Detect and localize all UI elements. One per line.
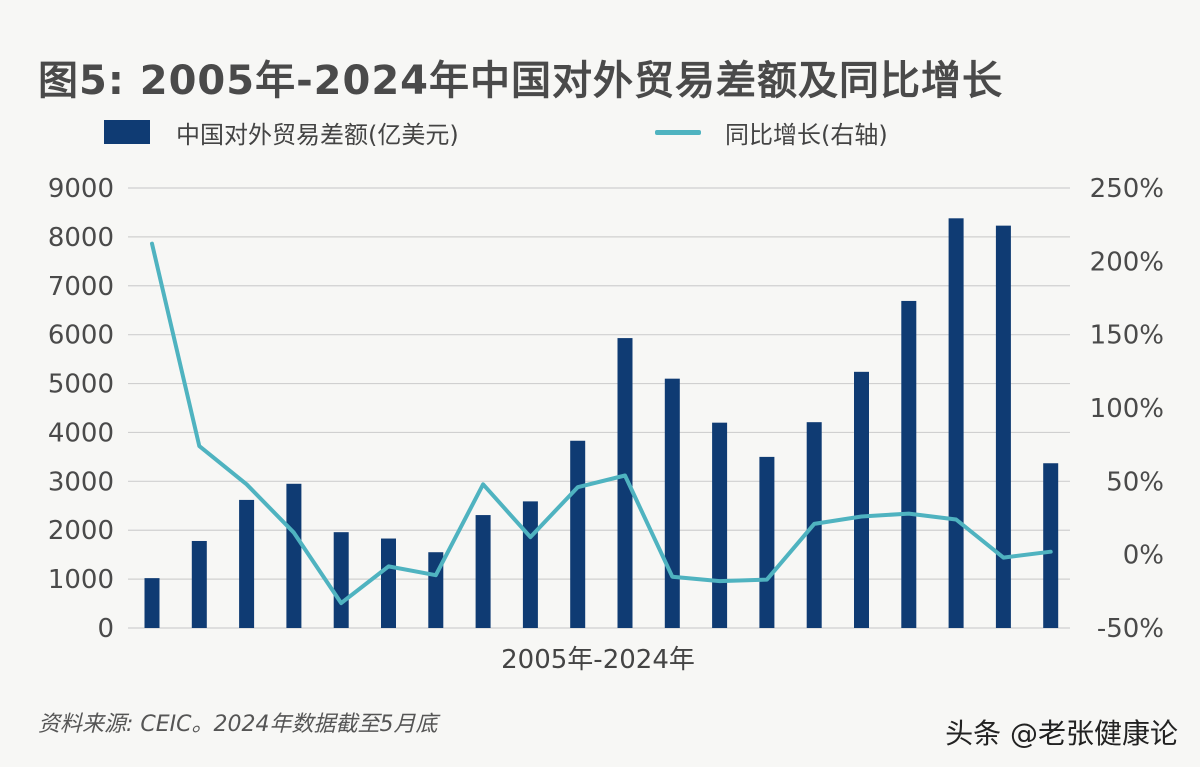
watermark: 头条 @老张健康论 xyxy=(945,717,1178,750)
y-right-tick-label: 100% xyxy=(1090,394,1164,424)
bar-2008 xyxy=(286,483,302,628)
bar-2024 xyxy=(1043,463,1059,628)
bar-2021 xyxy=(901,300,917,628)
y-axis-left-ticks: 0 1000 2000 3000 4000 5000 6000 7000 8000 9000 xyxy=(48,174,114,644)
bar-2005 xyxy=(144,578,160,628)
legend-label-yoy-growth: 同比增长(右轴) xyxy=(725,120,888,149)
y-right-tick-label: 150% xyxy=(1090,321,1164,351)
x-axis-label: 2005年-2024年 xyxy=(501,645,695,675)
bar-2018 xyxy=(759,456,775,628)
y-axis-right-ticks: -50% 0% 50% 100% 150% 200% 250% xyxy=(1090,174,1164,644)
bar-2023 xyxy=(995,225,1011,628)
legend-swatch-line xyxy=(655,129,701,135)
y-right-tick-label: 0% xyxy=(1123,541,1164,571)
bar-2007 xyxy=(239,499,255,628)
y-left-tick-label: 7000 xyxy=(48,272,114,302)
legend-item-trade-balance: 中国对外贸易差额(亿美元) xyxy=(104,116,459,149)
bar-series xyxy=(144,218,1059,629)
y-left-tick-label: 5000 xyxy=(48,370,114,400)
y-left-tick-label: 1000 xyxy=(48,565,114,595)
legend-item-yoy-growth: 同比增长(右轴) xyxy=(655,116,888,149)
bar-2009 xyxy=(333,532,349,628)
bar-2014 xyxy=(570,440,586,628)
y-right-tick-label: 250% xyxy=(1090,174,1164,204)
chart-plot: 0 1000 2000 3000 4000 5000 6000 7000 8000 9000 -5… xyxy=(48,174,1164,675)
bar-2015 xyxy=(617,338,633,628)
y-right-tick-label: 50% xyxy=(1106,467,1164,497)
bar-2020 xyxy=(854,371,869,628)
bar-2017 xyxy=(712,422,728,628)
y-left-tick-label: 2000 xyxy=(48,516,114,546)
gridlines xyxy=(128,187,1070,629)
y-right-tick-label: -50% xyxy=(1097,614,1164,644)
line-series xyxy=(150,241,1053,606)
chart-title: 图5: 2005年-2024年中国对外贸易差额及同比增长 xyxy=(38,58,1004,104)
y-left-tick-label: 0 xyxy=(97,614,114,644)
y-left-tick-label: 3000 xyxy=(48,467,114,497)
bar-2016 xyxy=(664,378,680,628)
bar-2022 xyxy=(948,218,964,629)
y-right-tick-label: 200% xyxy=(1090,247,1164,277)
yoy-growth-line xyxy=(150,241,1053,606)
bar-2012 xyxy=(475,515,491,628)
bar-2006 xyxy=(191,540,207,628)
legend-label-trade-balance: 中国对外贸易差额(亿美元) xyxy=(176,120,459,149)
y-left-tick-label: 9000 xyxy=(48,174,114,204)
bar-2010 xyxy=(381,538,396,628)
y-left-tick-label: 6000 xyxy=(48,321,114,351)
bar-2013 xyxy=(522,501,538,628)
y-left-tick-label: 4000 xyxy=(48,418,114,448)
y-left-tick-label: 8000 xyxy=(48,223,114,253)
source-note: 资料来源: CEIC。2024年数据截至5月底 xyxy=(38,712,438,737)
legend-swatch-bar xyxy=(104,120,150,144)
